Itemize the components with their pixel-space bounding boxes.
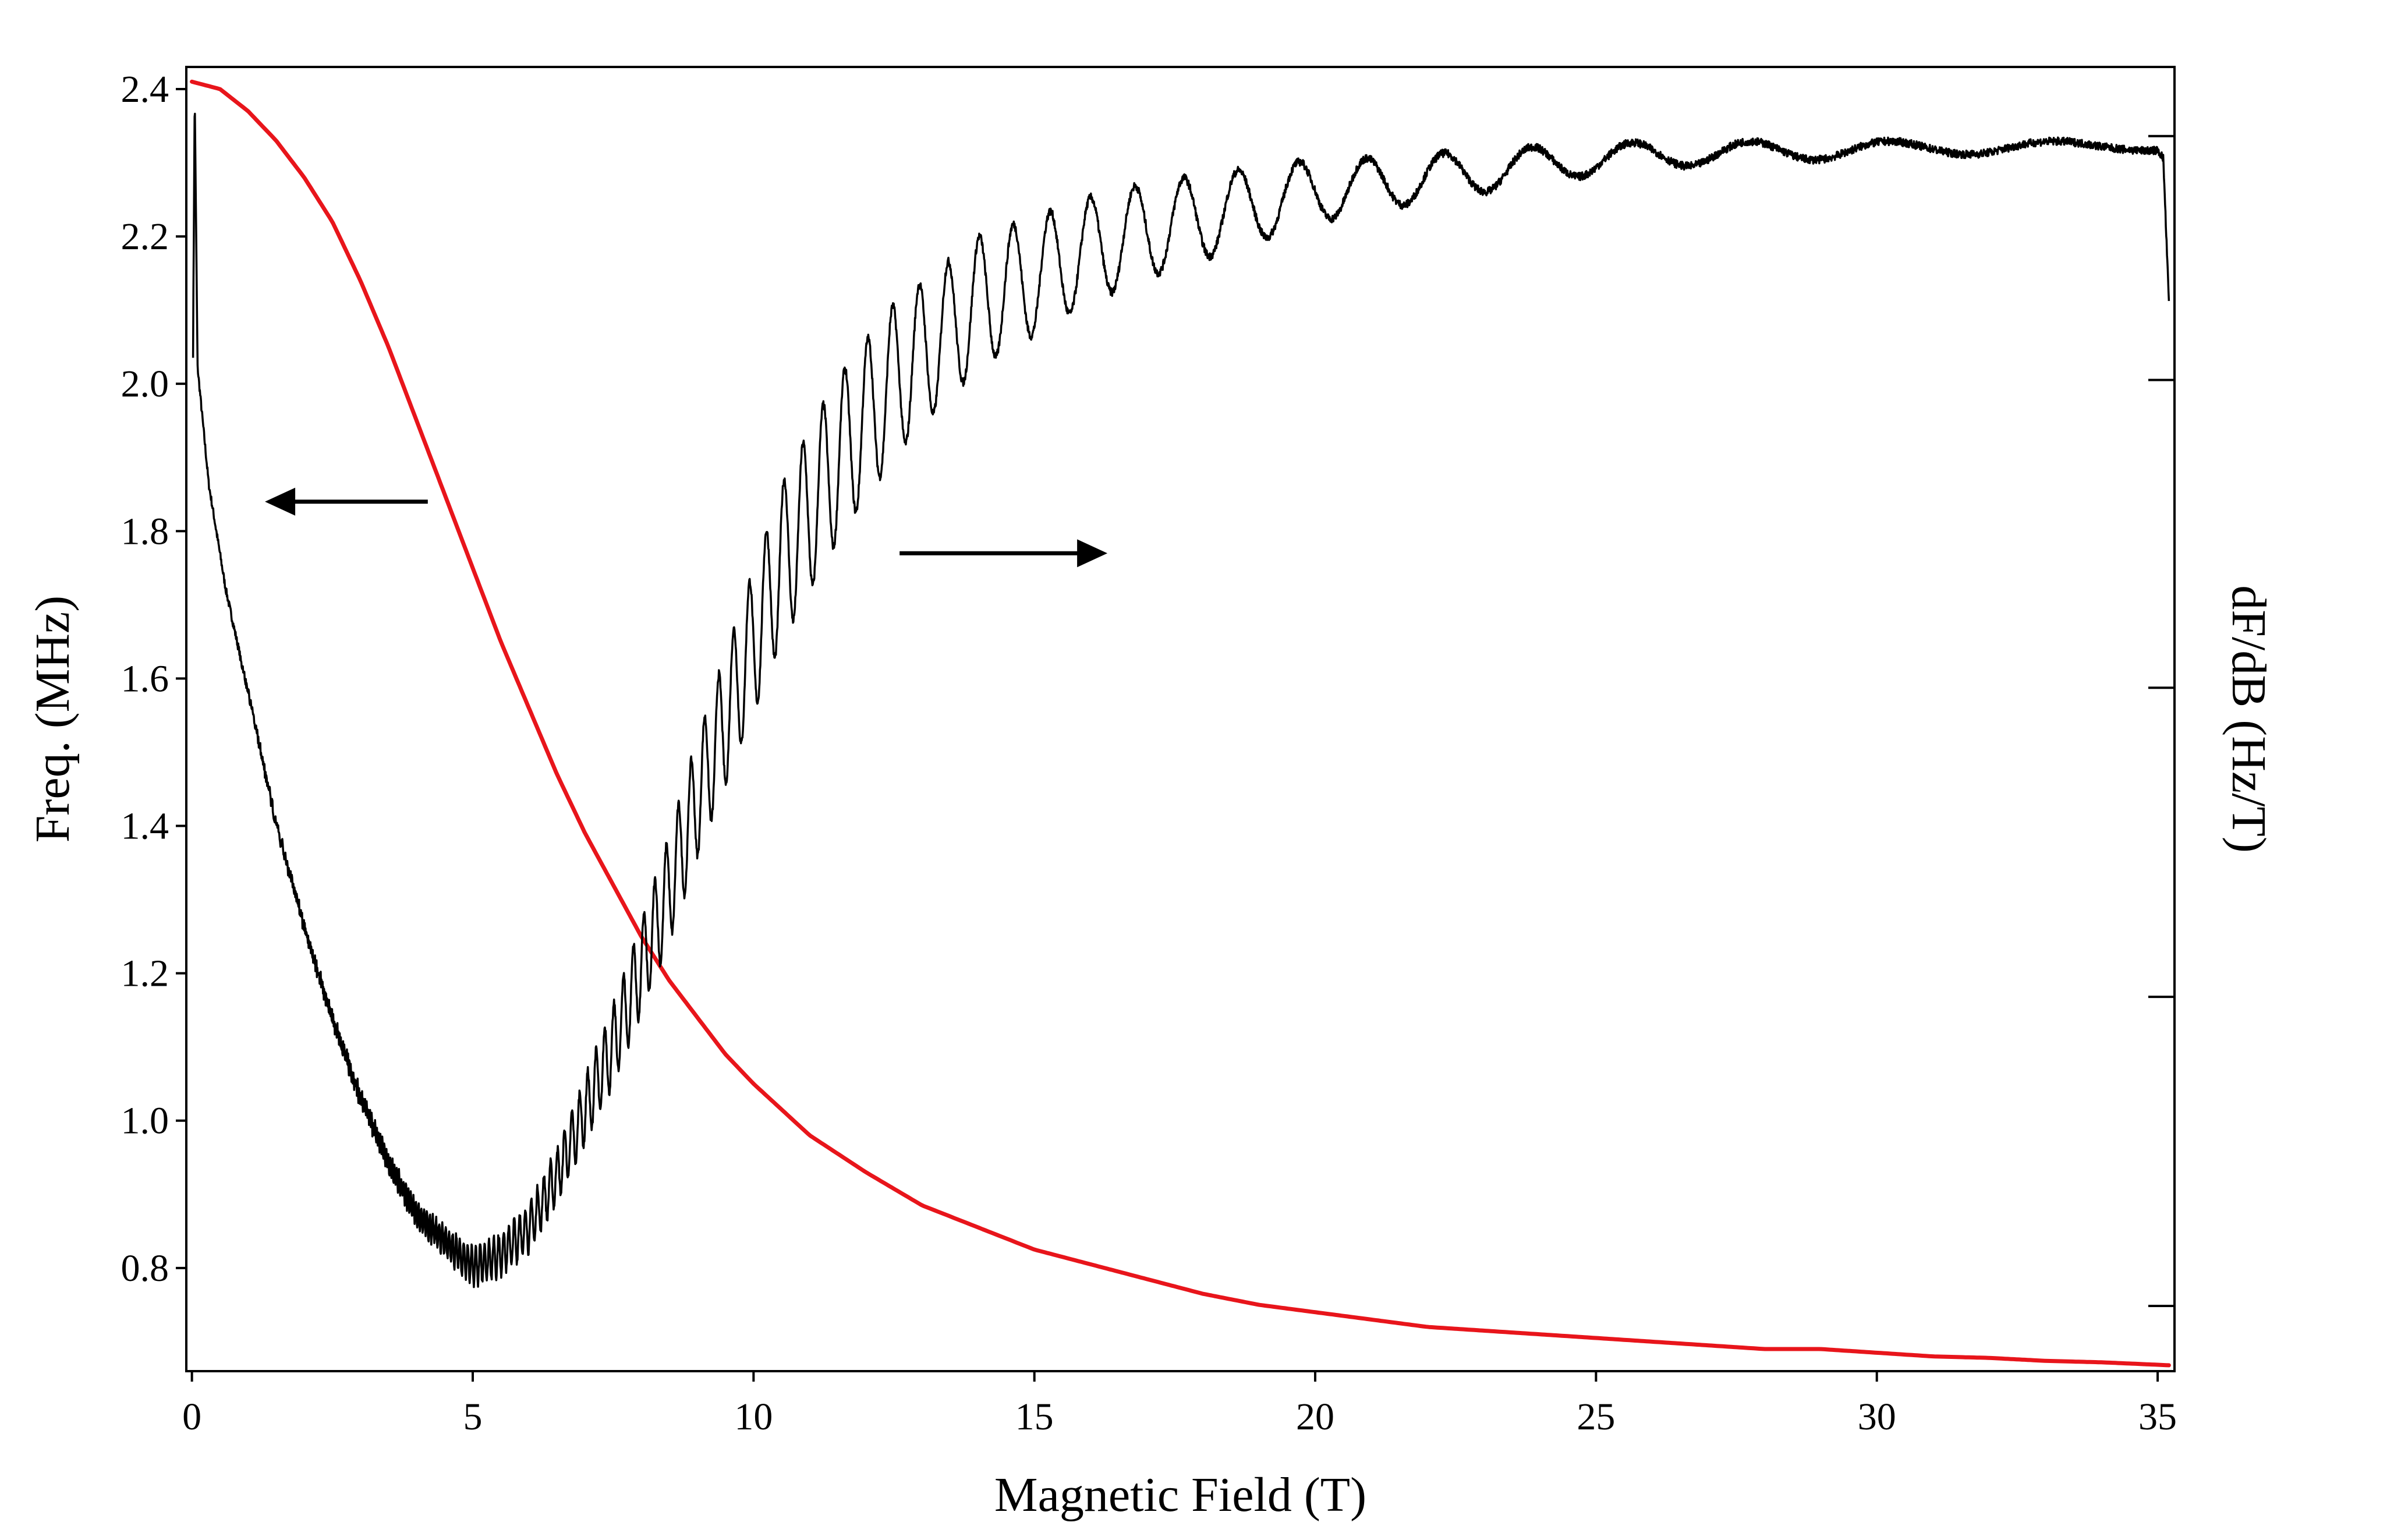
x-tick-label: 15 [1015, 1396, 1054, 1438]
arrow-right-head [1077, 539, 1108, 568]
x-tick-label: 10 [734, 1396, 773, 1438]
x-tick-label: 35 [2138, 1396, 2177, 1438]
y-tick-label-left: 2.0 [121, 363, 169, 405]
y-tick-label-left: 1.8 [121, 510, 169, 553]
chart-series [190, 79, 2171, 1368]
y-tick-label-left: 1.2 [121, 953, 169, 995]
y-axis-title-right: dF/dB (Hz/T) [2222, 585, 2276, 853]
x-tick-label: 25 [1577, 1396, 1615, 1438]
x-axis-title: Magnetic Field (T) [994, 1468, 1366, 1522]
chart-axes: 0 5 10 15 20 25 30 35 0.8 1.0 1.2 1.4 1.6 1.8 2.0 2.2 2.… [121, 66, 2177, 1438]
series-line-derivative [192, 112, 2170, 1288]
y-tick-label-left: 1.4 [121, 805, 169, 848]
y-tick-label-left: 2.2 [121, 215, 169, 258]
plot-frame [185, 66, 2176, 1372]
x-tick-label: 30 [1858, 1396, 1896, 1438]
y-axis-title-left: Freq. (MHz) [26, 596, 80, 843]
x-tick-label: 20 [1296, 1396, 1334, 1438]
y-tick-label-left: 1.0 [121, 1100, 169, 1142]
x-tick-label: 0 [182, 1396, 201, 1438]
arrow-left-head [265, 487, 296, 516]
chart-annotations [265, 487, 1108, 568]
y-tick-label-left: 0.8 [121, 1247, 169, 1290]
y-tick-label-left: 2.4 [121, 68, 169, 111]
series-line-frequency [190, 79, 2171, 1368]
x-tick-label: 5 [463, 1396, 482, 1438]
y-tick-label-left: 1.6 [121, 657, 169, 700]
